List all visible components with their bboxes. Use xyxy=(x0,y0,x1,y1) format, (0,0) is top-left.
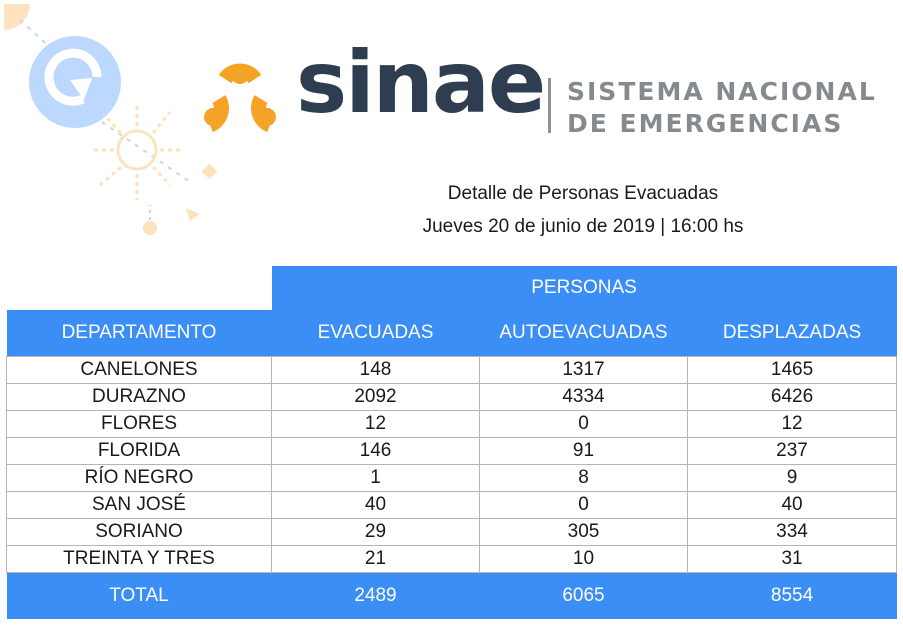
cell-evacuadas: 2092 xyxy=(271,383,480,411)
cell-autoevacuadas: 91 xyxy=(479,437,688,465)
table-row: FLORIDA 146 91 237 xyxy=(6,437,898,465)
brand-tagline-line2: DE EMERGENCIAS xyxy=(567,109,844,138)
cell-departamento: TREINTA Y TRES xyxy=(6,545,272,573)
cell-autoevacuadas: 305 xyxy=(479,518,688,546)
cell-evacuadas: 29 xyxy=(271,518,480,546)
cell-autoevacuadas: 0 xyxy=(479,491,688,519)
cell-departamento: SORIANO xyxy=(6,518,272,546)
cell-desplazadas: 12 xyxy=(686,410,898,438)
table-column-header-row: DEPARTAMENTO EVACUADAS AUTOEVACUADAS DES… xyxy=(6,310,897,357)
cell-desplazadas: 1465 xyxy=(686,356,898,384)
table-group-header-row: PERSONAS xyxy=(6,266,897,310)
cell-departamento: CANELONES xyxy=(6,356,272,384)
cell-evacuadas: 12 xyxy=(271,410,480,438)
total-label: TOTAL xyxy=(6,572,272,619)
table-total-row: TOTAL 2489 6065 8554 xyxy=(6,572,897,619)
cell-desplazadas: 31 xyxy=(686,545,898,573)
cell-evacuadas: 1 xyxy=(271,464,480,492)
cell-departamento: FLORIDA xyxy=(6,437,272,465)
table-row: SAN JOSÉ 40 0 40 xyxy=(6,491,898,519)
column-header-autoevacuadas: AUTOEVACUADAS xyxy=(479,310,688,357)
triangle-shape xyxy=(186,208,200,221)
column-header-departamento: DEPARTAMENTO xyxy=(6,310,272,357)
sun-outline-icon xyxy=(116,129,158,171)
cell-autoevacuadas: 0 xyxy=(479,410,688,438)
cell-departamento: DURAZNO xyxy=(6,383,272,411)
cell-evacuadas: 21 xyxy=(271,545,480,573)
cell-desplazadas: 334 xyxy=(686,518,898,546)
cell-desplazadas: 40 xyxy=(686,491,898,519)
table-row: CANELONES 148 1317 1465 xyxy=(6,356,898,384)
sinae-logo-icon xyxy=(204,63,276,132)
group-header-personas: PERSONAS xyxy=(271,266,897,310)
decorative-pattern xyxy=(4,4,218,235)
column-header-evacuadas: EVACUADAS xyxy=(271,310,480,357)
brand-tagline-line1: SISTEMA NACIONAL xyxy=(567,77,877,106)
report-title: Detalle de Personas Evacuadas xyxy=(447,183,719,204)
cell-autoevacuadas: 10 xyxy=(479,545,688,573)
cell-desplazadas: 237 xyxy=(686,437,898,465)
dot-shape xyxy=(143,221,157,235)
brand-wordmark: sinae xyxy=(296,33,546,133)
total-desplazadas: 8554 xyxy=(687,572,897,619)
report-date: Jueves 20 de junio de 2019 | 16:00 hs xyxy=(422,216,744,237)
table-row: TREINTA Y TRES 21 10 31 xyxy=(6,545,898,573)
table-row: FLORES 12 0 12 xyxy=(6,410,898,438)
cell-departamento: FLORES xyxy=(6,410,272,438)
cell-autoevacuadas: 8 xyxy=(479,464,688,492)
cell-evacuadas: 40 xyxy=(271,491,480,519)
table-row: SORIANO 29 305 334 xyxy=(6,518,898,546)
brand-divider xyxy=(548,78,551,133)
cell-autoevacuadas: 4334 xyxy=(479,383,688,411)
cell-desplazadas: 6426 xyxy=(686,383,898,411)
cell-evacuadas: 146 xyxy=(271,437,480,465)
column-header-desplazadas: DESPLAZADAS xyxy=(687,310,897,357)
table-row: RÍO NEGRO 1 8 9 xyxy=(6,464,898,492)
total-autoevacuadas: 6065 xyxy=(479,572,688,619)
evacuees-table: PERSONAS DEPARTAMENTO EVACUADAS AUTOEVAC… xyxy=(6,266,898,619)
diamond-shape xyxy=(201,163,218,180)
corner-quarter-circle xyxy=(4,4,30,30)
cell-departamento: SAN JOSÉ xyxy=(6,491,272,519)
cell-desplazadas: 9 xyxy=(686,464,898,492)
total-evacuadas: 2489 xyxy=(271,572,480,619)
cell-departamento: RÍO NEGRO xyxy=(6,464,272,492)
cell-evacuadas: 148 xyxy=(271,356,480,384)
table-row: DURAZNO 2092 4334 6426 xyxy=(6,383,898,411)
cell-autoevacuadas: 1317 xyxy=(479,356,688,384)
